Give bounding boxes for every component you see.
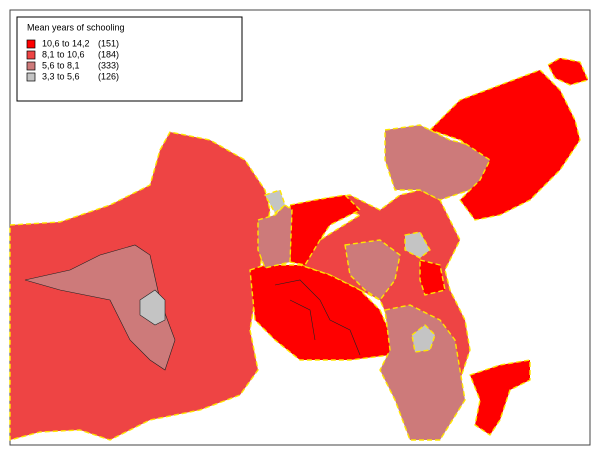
legend-swatch [26,72,36,82]
region [547,57,589,86]
legend-swatch [26,39,36,49]
boundary [274,279,361,356]
legend-count: (151) [98,38,119,48]
legend-swatch [26,61,36,71]
region [139,289,166,326]
region [419,259,446,296]
legend-count: (184) [98,49,119,59]
regions [9,57,589,441]
legend-swatch [26,50,36,60]
region [379,304,466,441]
legend-range: 8,1 to 10,6 [42,49,85,59]
boundary [289,299,316,341]
legend-range: 5,6 to 8,1 [42,60,80,70]
legend-count: (126) [98,71,119,81]
region [344,239,401,301]
region [24,244,176,371]
region [257,204,293,269]
region [264,189,286,214]
legend-title: Mean years of schooling [27,22,125,32]
region [289,194,361,266]
legend: Mean years of schooling 10,6 to 14,2 (151… [16,16,243,102]
legend-range: 3,3 to 5,6 [42,71,80,81]
region [429,69,581,221]
region [469,359,531,436]
region [249,264,396,361]
legend-count: (333) [98,60,119,70]
legend-range: 10,6 to 14,2 [42,38,90,48]
legend-box [16,16,243,102]
region [404,231,431,259]
region [411,324,436,353]
